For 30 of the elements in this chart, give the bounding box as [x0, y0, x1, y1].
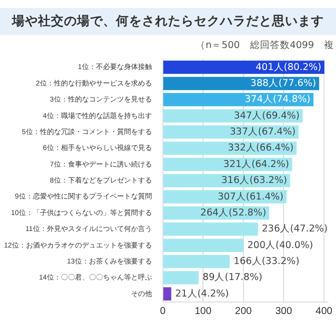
- data-label: 307人(61.4%): [218, 191, 284, 202]
- data-label: 347人(69.4%): [234, 110, 300, 122]
- x-tick-label: 100: [194, 306, 212, 317]
- bar: [163, 271, 199, 284]
- bar: [163, 109, 303, 122]
- data-label: 321人(64.2%): [223, 158, 290, 170]
- data-label: 332人(66.4%): [228, 142, 294, 154]
- data-label: 316人(63.2%): [221, 175, 288, 186]
- data-label: 236人(47.2%): [262, 224, 328, 235]
- x-tick-label: 300: [275, 306, 292, 317]
- data-label: 337人(67.4%): [230, 126, 296, 138]
- bar: [163, 254, 230, 268]
- data-label: 200人(40.0%): [247, 240, 314, 251]
- x-tick-label: 400: [316, 306, 333, 317]
- data-label: 401人(80.2%): [256, 62, 322, 73]
- data-label: 264人(52.8%): [200, 207, 266, 218]
- data-label: 374人(74.8%): [244, 94, 310, 106]
- data-label: 89人(17.8%): [202, 272, 262, 284]
- bar: [163, 238, 244, 252]
- data-label: 388人(77.6%): [250, 78, 316, 89]
- chart-title: 場や社交の場で、何をされたらセクハラだと思います: [0, 8, 336, 35]
- x-tick-label: 200: [235, 306, 252, 317]
- x-tick-label: 0: [160, 306, 166, 317]
- data-label: 166人(33.2%): [234, 256, 300, 267]
- bar: [163, 287, 172, 301]
- data-label: 21人(4.2%): [175, 288, 229, 300]
- bar: [163, 222, 258, 236]
- chart-subtitle: （n＝500 総回答数4099 複: [194, 39, 335, 52]
- bar: [163, 93, 314, 106]
- bar: [163, 60, 324, 74]
